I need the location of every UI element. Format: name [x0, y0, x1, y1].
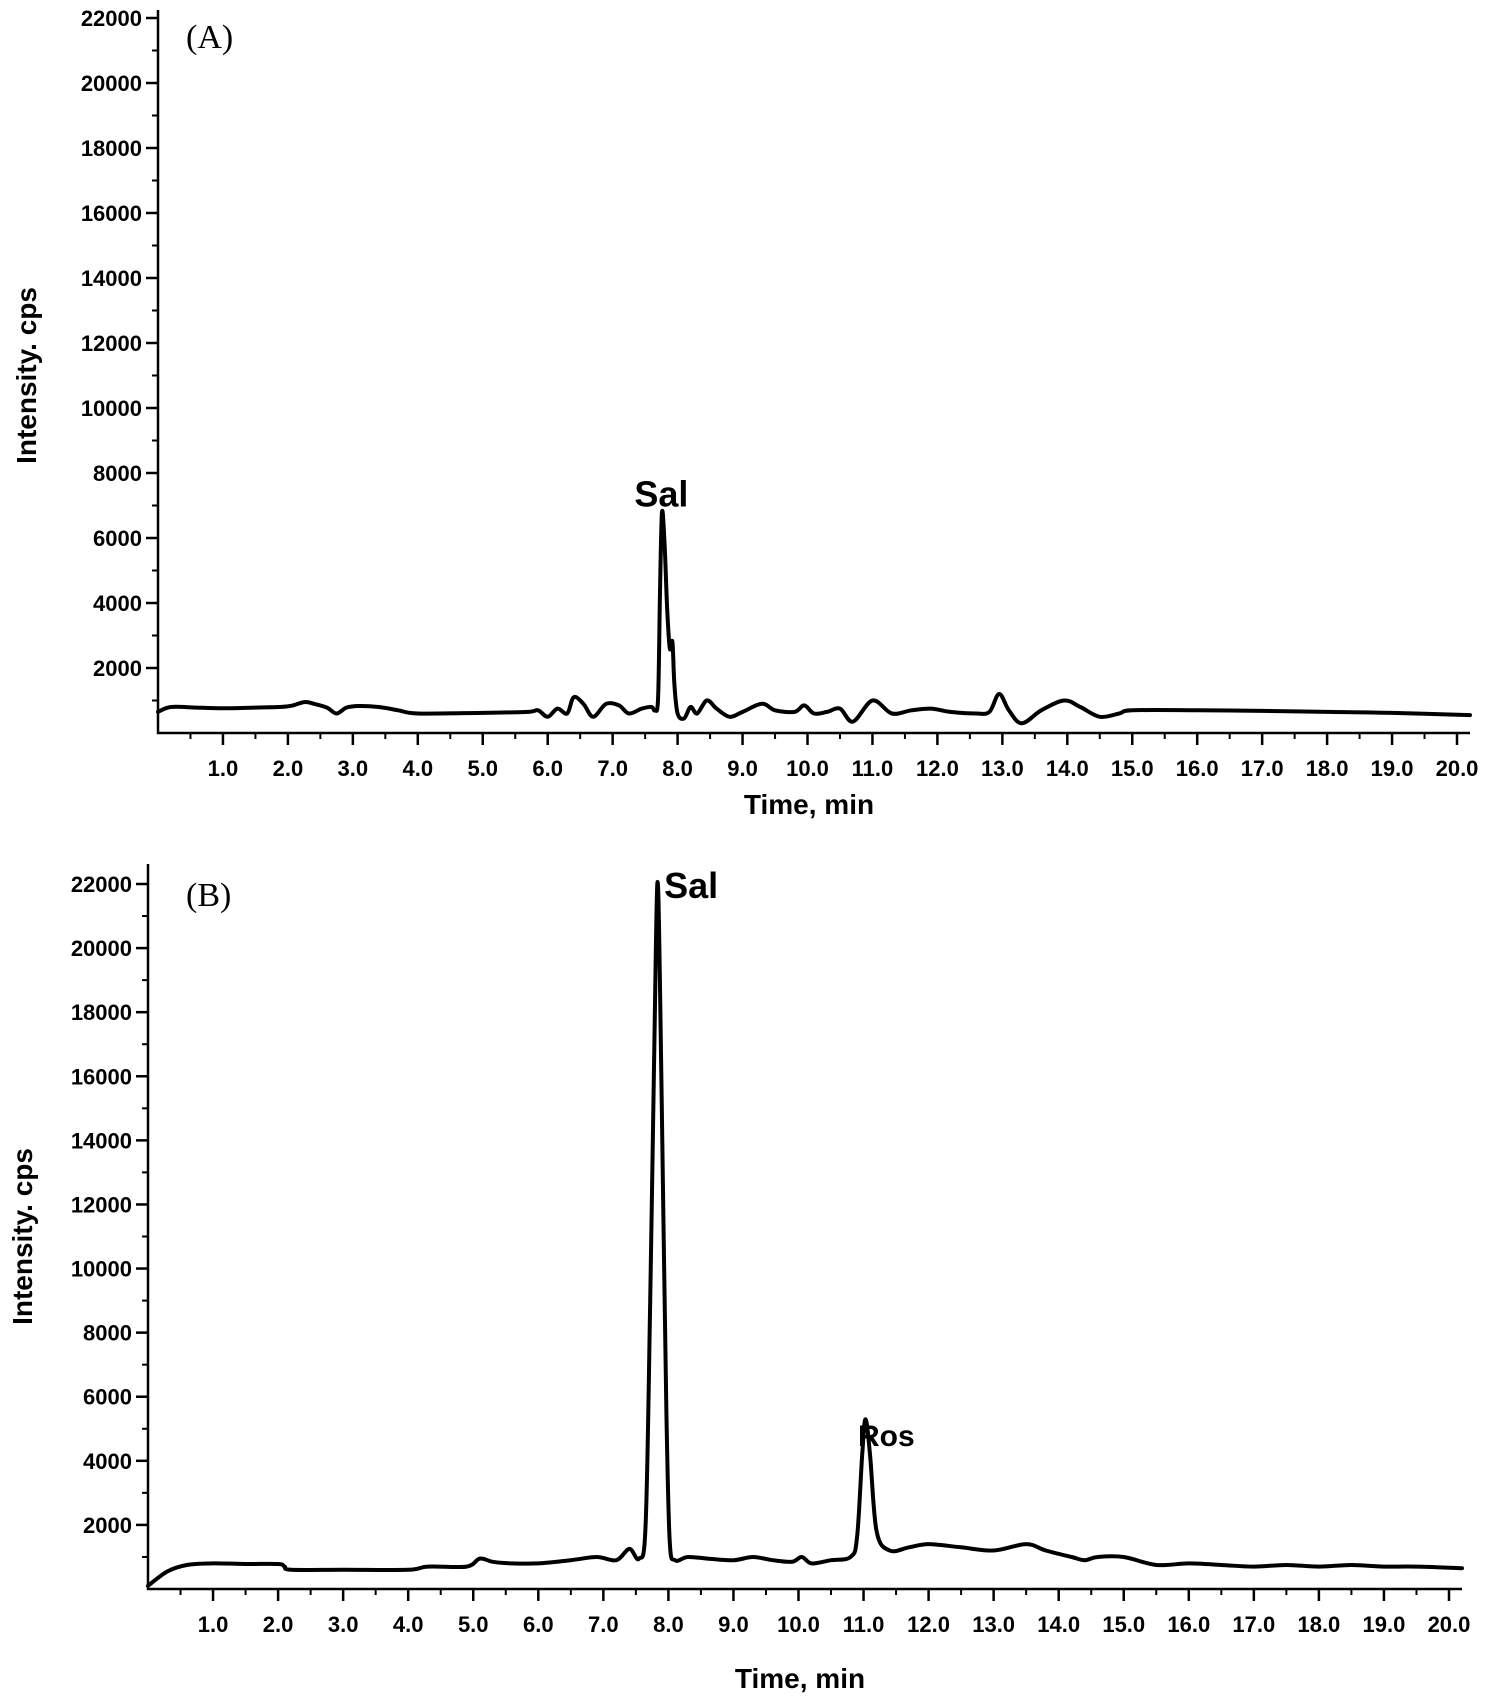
y-tick-label: 10000	[81, 396, 142, 421]
x-tick-label: 3.0	[328, 1612, 359, 1637]
axis-ticks: 2000 4000 6000 8000 10000 12000 14000 16000 1800…	[71, 872, 1471, 1637]
x-tick-label: 6.0	[532, 756, 563, 781]
x-tick-label: 14.0	[1037, 1612, 1080, 1637]
x-tick-label: 13.0	[981, 756, 1024, 781]
y-tick-label: 4000	[83, 1449, 132, 1474]
y-tick-label: 2000	[83, 1513, 132, 1538]
x-tick-label: 20.0	[1436, 756, 1479, 781]
panel-label: (B)	[186, 877, 231, 914]
x-tick-label: 15.0	[1111, 756, 1154, 781]
y-tick-label: 12000	[81, 331, 142, 356]
y-tick-label: 16000	[81, 201, 142, 226]
x-tick-label: 2.0	[273, 756, 304, 781]
peak-label: Sal	[664, 865, 718, 906]
y-tick-label: 16000	[71, 1064, 132, 1089]
y-axis-title: Intensity. cps	[11, 287, 42, 464]
y-tick-label: 14000	[81, 266, 142, 291]
y-tick-label: 6000	[93, 526, 142, 551]
y-tick-label: 22000	[81, 6, 142, 31]
y-tick-label: 18000	[71, 1000, 132, 1025]
series-line	[156, 508, 1472, 726]
x-tick-label: 9.0	[718, 1612, 749, 1637]
x-tick-label: 16.0	[1167, 1612, 1210, 1637]
axis-ticks: 2000 4000 6000 8000 10000 12000 14000 16000 1800…	[81, 6, 1479, 781]
y-tick-label: 14000	[71, 1128, 132, 1153]
x-tick-label: 3.0	[338, 756, 369, 781]
x-tick-label: 14.0	[1046, 756, 1089, 781]
x-tick-label: 7.0	[588, 1612, 619, 1637]
y-tick-label: 18000	[81, 136, 142, 161]
x-tick-label: 1.0	[198, 1612, 229, 1637]
x-tick-label: 2.0	[263, 1612, 294, 1637]
x-tick-label: 9.0	[727, 756, 758, 781]
y-tick-label: 4000	[93, 591, 142, 616]
axes-frame	[156, 10, 1470, 735]
x-tick-label: 1.0	[208, 756, 239, 781]
y-tick-label: 20000	[71, 936, 132, 961]
chromatogram-panel-b: (B) Intensity. cps Time, min 2000 4000 600…	[7, 864, 1470, 1694]
x-tick-label: 8.0	[662, 756, 693, 781]
x-tick-label: 19.0	[1371, 756, 1414, 781]
y-tick-label: 22000	[71, 872, 132, 897]
series-line	[146, 880, 1464, 1588]
x-axis-title: Time, min	[735, 1663, 865, 1694]
y-tick-label: 8000	[83, 1321, 132, 1346]
peak-label: Sal	[634, 474, 688, 515]
x-tick-label: 11.0	[843, 1612, 885, 1637]
peak-label: Ros	[858, 1420, 915, 1453]
x-tick-label: 18.0	[1297, 1612, 1340, 1637]
peak-labels: Sal	[634, 474, 688, 515]
x-axis-title: Time, min	[744, 789, 874, 820]
y-tick-label: 20000	[81, 71, 142, 96]
axes-frame	[146, 864, 1462, 1591]
y-tick-label: 6000	[83, 1385, 132, 1410]
x-tick-label: 4.0	[393, 1612, 424, 1637]
x-tick-label: 17.0	[1232, 1612, 1275, 1637]
x-tick-label: 10.0	[777, 1612, 820, 1637]
y-axis-title: Intensity. cps	[7, 1148, 38, 1325]
x-tick-label: 11.0	[852, 756, 894, 781]
y-tick-label: 2000	[93, 656, 142, 681]
x-tick-label: 15.0	[1102, 1612, 1145, 1637]
panel-label: (A)	[186, 19, 233, 56]
x-tick-label: 12.0	[916, 756, 959, 781]
x-tick-label: 16.0	[1176, 756, 1219, 781]
x-tick-label: 17.0	[1241, 756, 1284, 781]
x-tick-label: 5.0	[458, 1612, 489, 1637]
chromatogram-panel-a: (A) Intensity. cps Time, min 2000 4000 600…	[11, 6, 1478, 820]
x-tick-label: 19.0	[1363, 1612, 1406, 1637]
x-tick-label: 10.0	[786, 756, 829, 781]
x-tick-label: 5.0	[467, 756, 498, 781]
x-tick-label: 18.0	[1306, 756, 1349, 781]
peak-labels: Sal Ros	[664, 865, 915, 1453]
y-tick-label: 8000	[93, 461, 142, 486]
x-tick-label: 12.0	[907, 1612, 950, 1637]
x-tick-label: 8.0	[653, 1612, 684, 1637]
x-tick-label: 13.0	[972, 1612, 1015, 1637]
x-tick-label: 4.0	[403, 756, 434, 781]
x-tick-label: 7.0	[597, 756, 628, 781]
x-tick-label: 6.0	[523, 1612, 554, 1637]
y-tick-label: 10000	[71, 1257, 132, 1282]
x-tick-label: 20.0	[1428, 1612, 1471, 1637]
y-tick-label: 12000	[71, 1192, 132, 1217]
